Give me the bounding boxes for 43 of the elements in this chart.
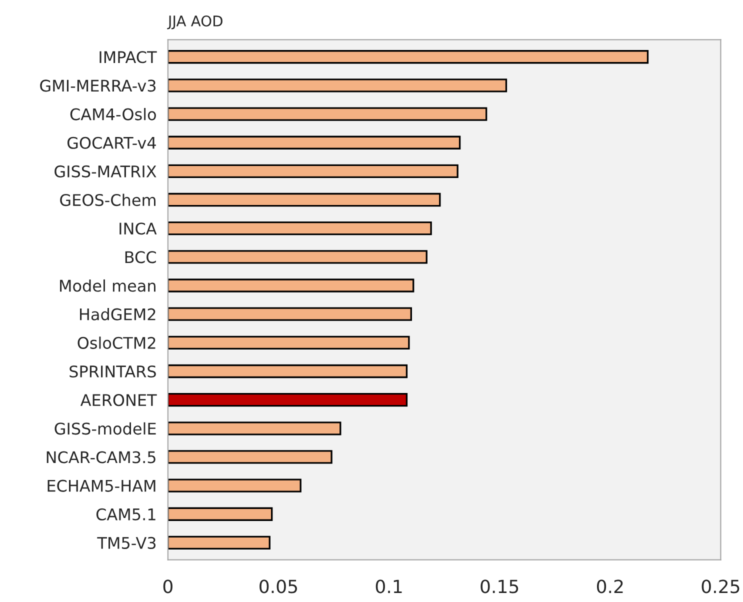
- y-tick-label: CAM4-Oslo: [70, 108, 156, 120]
- chart-title: JJA AOD: [167, 15, 222, 30]
- y-tick-label: HadGEM2: [80, 308, 156, 320]
- x-tick-label: 0.05: [260, 580, 297, 594]
- x-tick-label: 0.1: [376, 580, 402, 594]
- bar: [168, 192, 441, 207]
- bar: [168, 336, 410, 350]
- y-tick-label: GISS-MATRIX: [54, 165, 156, 178]
- bar: [168, 107, 488, 121]
- x-tick-label: 0.25: [702, 580, 740, 594]
- y-tick-label: GISS-modelE: [54, 422, 156, 435]
- y-tick-label: ECHAM5-HAM: [48, 480, 156, 492]
- y-tick-label: IMPACT: [100, 51, 157, 64]
- x-tick-label: 0.15: [480, 580, 518, 594]
- bar: [168, 536, 270, 550]
- bar: [168, 422, 342, 436]
- y-tick-label: GOCART-v4: [67, 136, 156, 149]
- x-tick-label: 0.2: [596, 580, 623, 594]
- y-tick-label: GMI-MERRA-v3: [40, 80, 156, 92]
- y-tick-label: BCC: [125, 251, 156, 264]
- y-tick-label: CAM5.1: [96, 508, 156, 520]
- bar: [168, 392, 408, 407]
- bar: [168, 478, 302, 492]
- bar: [168, 450, 332, 464]
- y-tick-label: OsloCTM2: [78, 336, 156, 349]
- y-tick-label: NCAR-CAM3.5: [46, 451, 156, 464]
- y-tick-label: TM5-V3: [97, 536, 156, 550]
- y-tick-label: INCA: [120, 222, 157, 235]
- y-tick-label: SPRINTARS: [70, 365, 156, 378]
- bar: [168, 164, 458, 178]
- bar: [168, 222, 432, 236]
- bar: [168, 50, 649, 64]
- x-tick-label: 0: [163, 580, 172, 594]
- y-tick-label: GEOS-Chem: [60, 194, 156, 206]
- bar: [168, 136, 461, 150]
- bar: [168, 278, 414, 292]
- y-tick-label: Model mean: [60, 279, 156, 292]
- bar: [168, 507, 273, 521]
- bar: [168, 250, 428, 264]
- bar: [168, 307, 412, 321]
- bar: [168, 78, 508, 92]
- y-tick-label: AERONET: [80, 394, 157, 406]
- bar: [168, 364, 408, 378]
